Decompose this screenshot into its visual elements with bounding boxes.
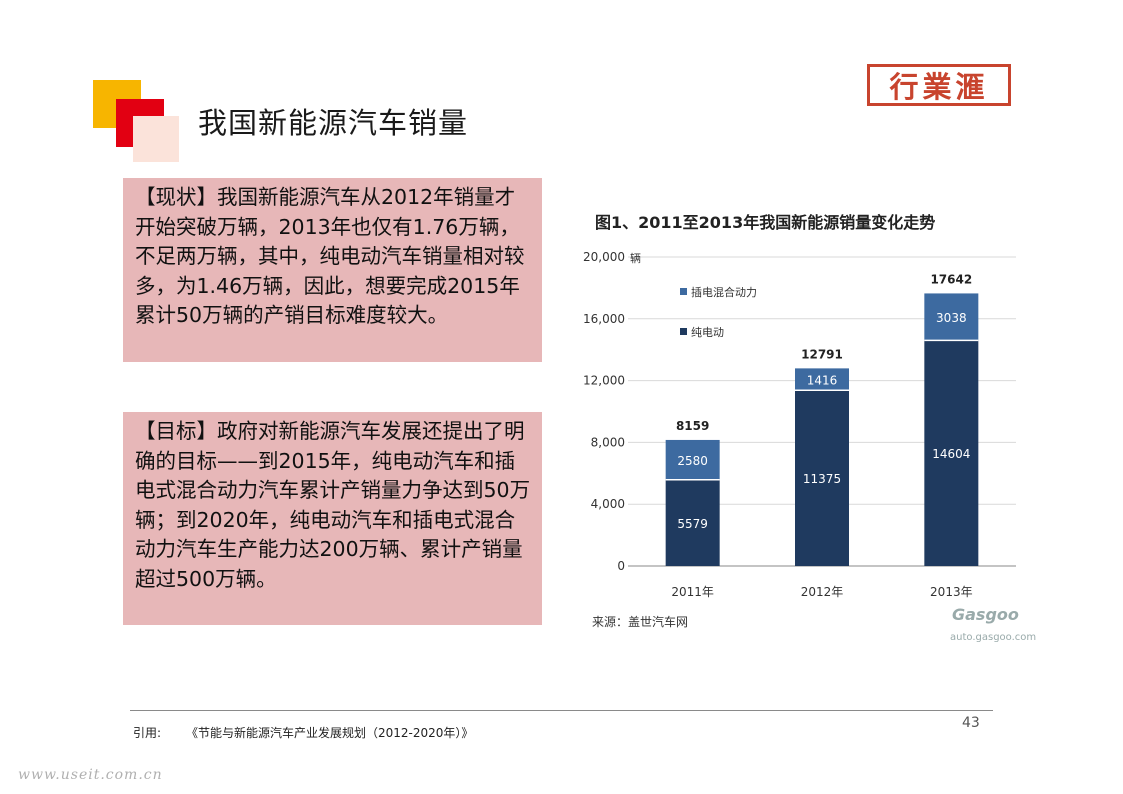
sales-chart: 图1、2011至2013年我国新能源销量变化走势 0 4,000 8,000 12,0…: [583, 213, 1036, 643]
bar-bev: [795, 390, 849, 566]
bar-value-phev: 3038: [936, 311, 967, 325]
bar-value-bev: 14604: [932, 447, 970, 461]
bar-phev: [665, 439, 720, 480]
bar-bev: [665, 479, 720, 566]
page-title: 我国新能源汽车销量: [198, 106, 469, 140]
y-axis-unit: 辆: [630, 251, 641, 265]
source-url: auto.gasgoo.com: [950, 632, 1036, 643]
bar-value-phev: 1416: [807, 373, 838, 387]
bar-value-bev: 11375: [803, 472, 841, 486]
source-logo: Gasgoo: [952, 605, 1019, 624]
y-tick-label: 8,000: [591, 435, 625, 449]
legend-label-bev: 纯电动: [691, 326, 724, 339]
watermark: www.useit.com.cn: [18, 767, 163, 783]
chart-bars: 5579 2580 8159 11375 1416 12791 14604 3038 17642: [665, 272, 979, 566]
x-axis-labels: 2011年 2012年 2013年: [671, 585, 972, 599]
chart-title: 图1、2011至2013年我国新能源销量变化走势: [595, 213, 935, 232]
chart-legend: 插电混合动力 纯电动: [680, 285, 757, 339]
citation-text: 《节能与新能源汽车产业发展规划（2012-2020年）》: [186, 726, 474, 740]
y-tick-label: 20,000: [583, 250, 625, 264]
x-tick-label: 2011年: [671, 585, 714, 599]
bar-total-label: 17642: [930, 272, 972, 286]
x-tick-label: 2012年: [801, 585, 844, 599]
bar-phev: [795, 368, 849, 391]
goal-text-box: 【目标】政府对新能源汽车发展还提出了明确的目标——到2015年，纯电动汽车和插电…: [123, 412, 542, 625]
x-tick-label: 2013年: [930, 585, 973, 599]
y-tick-label: 12,000: [583, 374, 625, 388]
status-text: 【现状】我国新能源汽车从2012年销量才开始突破万辆，2013年也仅有1.76万…: [135, 185, 525, 327]
bar-phev: [924, 293, 979, 341]
bar-total-label: 8159: [676, 419, 709, 433]
legend-swatch-bev: [680, 328, 687, 335]
y-axis-ticks: 0 4,000 8,000 12,000 16,000 20,000: [583, 250, 625, 573]
bar-value-bev: 5579: [677, 517, 708, 531]
decor-square-pink: [133, 116, 179, 162]
y-tick-label: 0: [617, 559, 625, 573]
legend-swatch-phev: [680, 288, 687, 295]
y-tick-label: 4,000: [591, 497, 625, 511]
goal-text: 【目标】政府对新能源汽车发展还提出了明确的目标——到2015年，纯电动汽车和插电…: [135, 419, 531, 591]
citation-label: 引用:: [133, 726, 162, 740]
page-number: 43: [962, 715, 980, 731]
bar-total-label: 12791: [801, 347, 843, 361]
status-text-box: 【现状】我国新能源汽车从2012年销量才开始突破万辆，2013年也仅有1.76万…: [123, 178, 542, 362]
bar-bev: [924, 340, 979, 566]
footer-divider: [130, 710, 993, 711]
brand-logo: 行業滙: [867, 64, 1011, 106]
chart-source: 来源：盖世汽车网: [592, 614, 688, 629]
bar-value-phev: 2580: [677, 454, 708, 468]
legend-label-phev: 插电混合动力: [691, 285, 757, 299]
y-tick-label: 16,000: [583, 312, 625, 326]
